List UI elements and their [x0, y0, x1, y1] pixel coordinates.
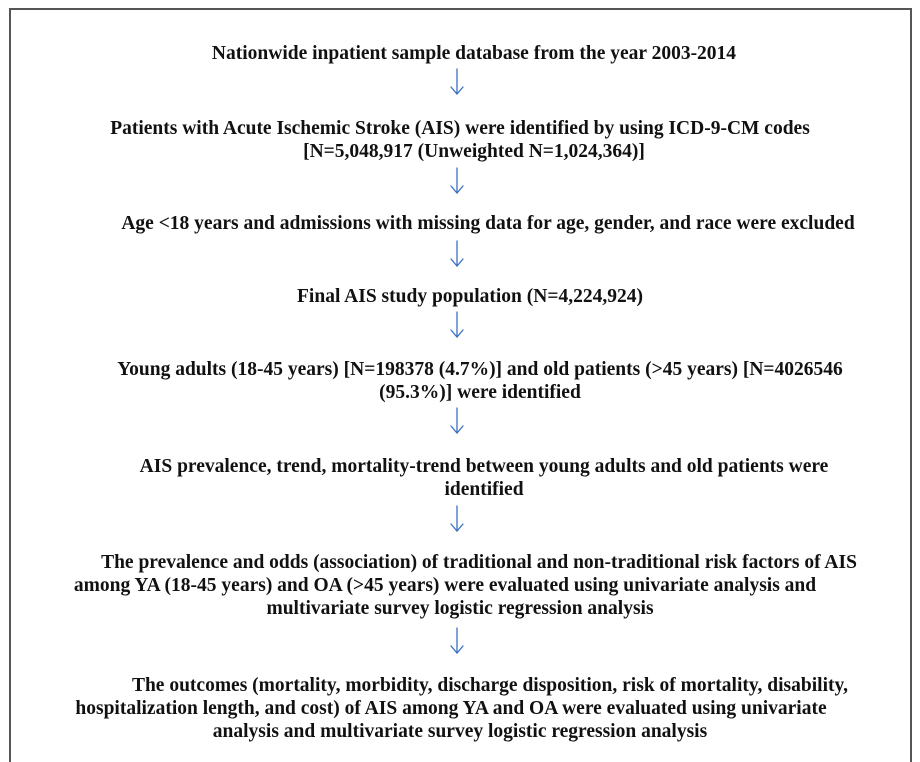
arrow-down-1	[450, 68, 464, 95]
arrow-down-3	[450, 240, 464, 267]
step-1-line-1: Nationwide inpatient sample database fro…	[211, 43, 737, 64]
step-4-final-population: Final AIS study population (N=4,224,924)	[10, 285, 920, 308]
step-5-age-groups: Young adults (18-45 years) [N=198378 (4.…	[20, 358, 920, 404]
step-1-database: Nationwide inpatient sample database fro…	[14, 42, 920, 65]
step-2-line-1: Patients with Acute Ischemic Stroke (AIS…	[110, 118, 810, 139]
step-8-line-1: The outcomes (mortality, morbidity, disc…	[131, 675, 849, 696]
step-6-line-2: identified	[444, 479, 524, 500]
step-7-risk-factors: The prevalence and odds (association) of…	[0, 551, 920, 620]
step-6-line-1: AIS prevalence, trend, mortality-trend b…	[139, 456, 829, 477]
arrow-down-7	[450, 627, 464, 654]
arrow-down-2	[450, 167, 464, 194]
arrow-down-6	[450, 505, 464, 532]
step-4-line-1: Final AIS study population (N=4,224,924)	[297, 286, 643, 307]
arrow-down-5	[450, 407, 464, 434]
step-7-line-2: among YA (18-45 years) and OA (>45 years…	[73, 575, 817, 596]
step-2-ais-identified: Patients with Acute Ischemic Stroke (AIS…	[0, 117, 920, 163]
arrow-down-4	[450, 311, 464, 338]
step-5-line-1: Young adults (18-45 years) [N=198378 (4.…	[117, 359, 843, 380]
step-5-line-2: (95.3%)] were identified	[379, 382, 581, 403]
step-7-line-3: multivariate survey logistic regression …	[266, 598, 654, 619]
step-3-exclusions: Age <18 years and admissions with missin…	[28, 212, 920, 235]
step-8-line-2: hospitalization length, and cost) of AIS…	[75, 698, 827, 719]
step-7-line-1: The prevalence and odds (association) of…	[101, 552, 857, 573]
step-8-outcomes: The outcomes (mortality, morbidity, disc…	[0, 674, 920, 743]
flowchart-frame	[9, 8, 912, 762]
step-8-line-3: analysis and multivariate survey logisti…	[212, 721, 708, 742]
step-3-line-1: Age <18 years and admissions with missin…	[121, 213, 855, 234]
step-2-line-2: [N=5,048,917 (Unweighted N=1,024,364)]	[303, 141, 645, 162]
step-6-prevalence-trend: AIS prevalence, trend, mortality-trend b…	[24, 455, 920, 501]
